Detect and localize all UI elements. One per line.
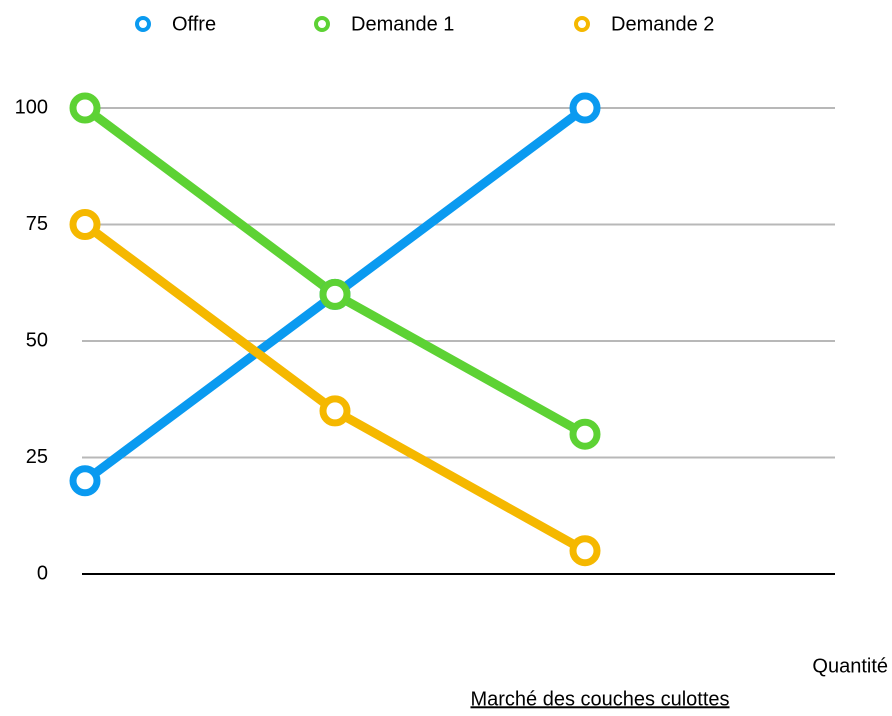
y-tick-label: 75 <box>26 213 48 235</box>
point-marker <box>69 209 101 240</box>
series-line <box>80 103 590 439</box>
x-axis-label: Quantité <box>812 655 888 677</box>
point-marker <box>319 395 351 427</box>
point-marker <box>69 92 101 124</box>
legend-marker <box>135 16 151 32</box>
point-marker <box>569 418 601 450</box>
legend-marker <box>314 16 330 32</box>
chart-title: Marché des couches culottes <box>470 688 729 710</box>
point-marker <box>569 535 601 567</box>
legend-label: Demande 2 <box>611 13 714 35</box>
point-marker <box>569 92 601 124</box>
legend-label: Offre <box>172 13 216 35</box>
legend-label: Demande 1 <box>351 13 454 35</box>
point-marker <box>319 278 351 310</box>
y-tick-label: 50 <box>26 329 48 351</box>
y-tick-label: 25 <box>26 446 48 468</box>
point-marker <box>69 465 101 497</box>
y-tick-label: 0 <box>37 562 48 584</box>
y-tick-label: 100 <box>15 96 48 118</box>
legend-marker <box>574 16 590 32</box>
